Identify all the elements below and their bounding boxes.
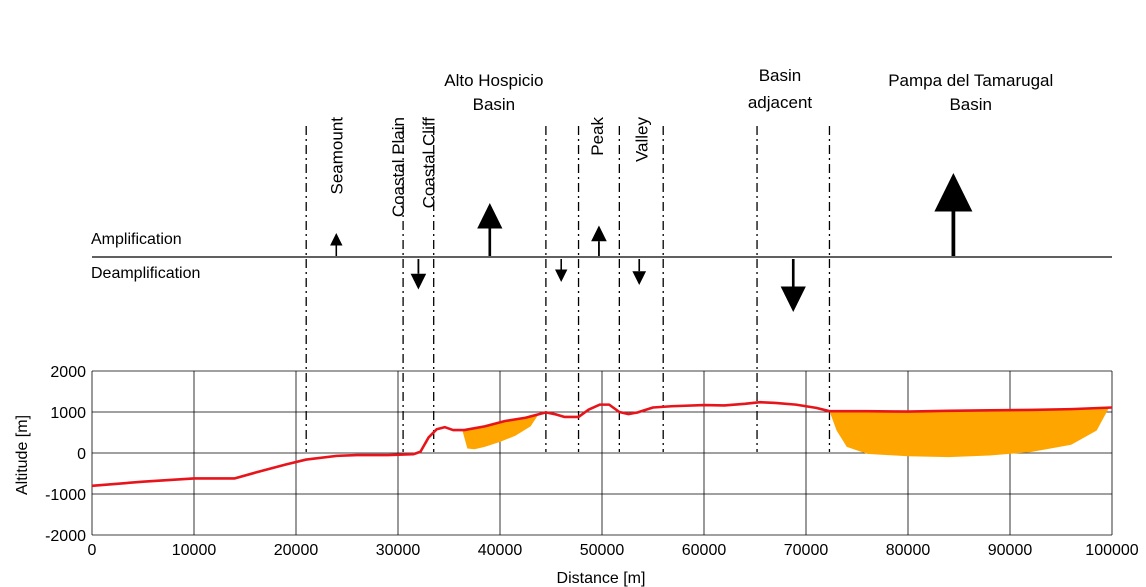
y-axis-title: Altitude [m] — [14, 415, 31, 495]
x-tick-label: 70000 — [784, 542, 829, 559]
x-tick-label: 100000 — [1085, 542, 1138, 559]
x-tick-label: 60000 — [682, 542, 727, 559]
x-tick-label: 10000 — [172, 542, 217, 559]
x-tick-label: 90000 — [988, 542, 1033, 559]
coastal-plain-deamplification-arrow — [410, 259, 427, 290]
seamount-label: Seamount — [327, 117, 346, 195]
alto-hospicio-basin-amplification-arrow — [477, 203, 503, 256]
zone-labels: Seamount Coastal Plain Coastal Cliff Alto H… — [327, 66, 1053, 217]
deamplification-label: Deamplification — [91, 265, 200, 282]
x-tick-label: 0 — [88, 542, 97, 559]
x-axis-title: Distance [m] — [557, 570, 646, 587]
y-tick-label: -2000 — [45, 528, 86, 545]
y-tick-label: 2000 — [50, 364, 86, 381]
seamount-amplification-arrow — [330, 233, 343, 256]
coastal-cliff-label: Coastal Cliff — [420, 117, 439, 209]
valley-label: Valley — [632, 117, 651, 163]
y-tick-label: -1000 — [45, 487, 86, 504]
x-tick-labels: 0 10000 20000 30000 40000 50000 60000 70000 8000… — [88, 542, 1139, 559]
pampa-del-tamarugal-basin-fill — [829, 407, 1109, 458]
x-tick-label: 30000 — [376, 542, 421, 559]
peak-label: Peak — [588, 117, 607, 156]
y-tick-labels: -2000 -1000 0 1000 2000 — [45, 364, 86, 545]
altitude-chart: 0 10000 20000 30000 40000 50000 60000 70000 8000… — [14, 364, 1139, 587]
x-tick-label: 20000 — [274, 542, 319, 559]
x-tick-label: 50000 — [580, 542, 625, 559]
x-tick-label: 40000 — [478, 542, 523, 559]
pampa-del-tamarugal-basin-label: Pampa del Tamarugal Basin — [888, 71, 1053, 114]
effect-arrows — [330, 173, 973, 312]
topography-line — [91, 400, 1113, 488]
coastal-plain-label: Coastal Plain — [389, 117, 408, 217]
peak-amplification-arrow — [591, 225, 607, 256]
y-tick-label: 0 — [77, 446, 86, 463]
x-tick-label: 80000 — [886, 542, 931, 559]
amplification-label: Amplification — [91, 231, 182, 248]
pampa-del-tamarugal-basin-amplification-arrow — [934, 173, 973, 256]
alto-hospicio-edge-deamplification-arrow — [555, 259, 568, 282]
basin-fills — [462, 407, 1109, 458]
valley-deamplification-arrow — [632, 259, 647, 285]
alto-hospicio-basin-label: Alto Hospicio Basin — [444, 71, 543, 114]
alto-hospicio-basin-fill — [462, 414, 539, 450]
basin-adjacent-label: Basin adjacent — [748, 66, 813, 112]
zone-boundaries — [305, 126, 831, 452]
y-tick-label: 1000 — [50, 405, 86, 422]
basin-adjacent-deamplification-arrow — [780, 259, 806, 312]
